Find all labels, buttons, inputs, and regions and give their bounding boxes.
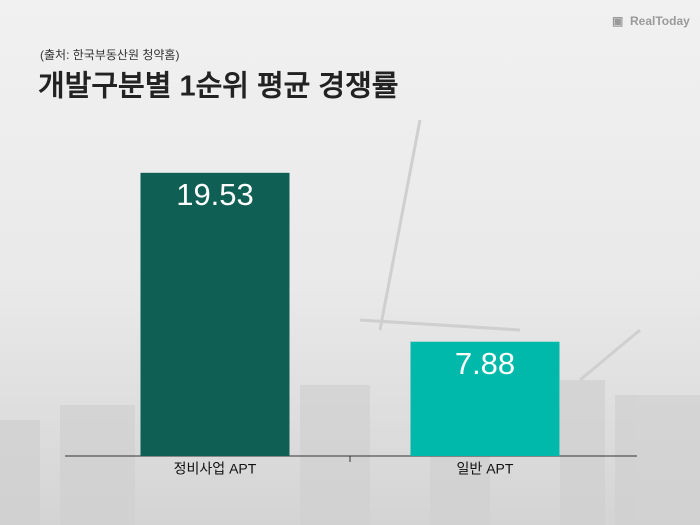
source: (출처: 한국부동산원 청약홈) [40, 47, 179, 62]
value-label: 7.88 [455, 346, 515, 381]
bar [410, 341, 560, 456]
x-tick-label: 정비사업 APT [174, 461, 257, 477]
chart-title: 개발구분별 1순위 평균 경쟁률 [38, 70, 398, 103]
skyline [0, 380, 700, 525]
x-tick-label: 일반 APT [457, 461, 514, 477]
crane [359, 119, 641, 382]
value-label: 19.53 [176, 177, 254, 212]
bar [140, 172, 290, 456]
logo: RealToday [630, 14, 690, 28]
logo-icon: ▣ [612, 14, 623, 28]
